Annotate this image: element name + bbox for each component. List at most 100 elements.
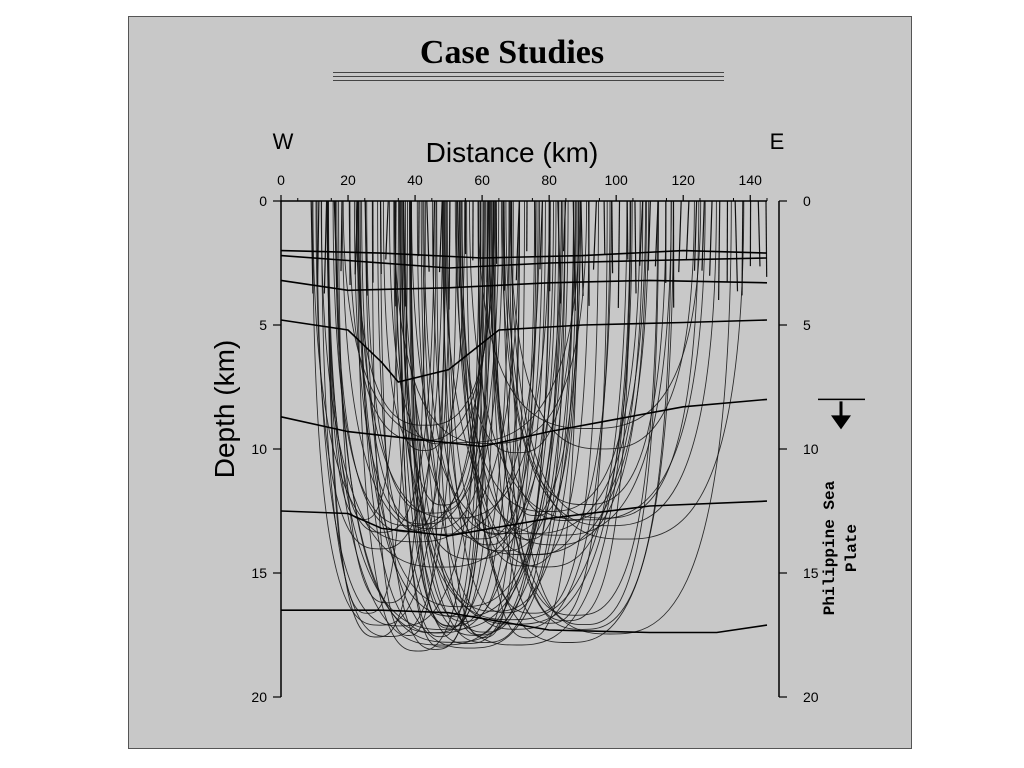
ray-path	[402, 200, 632, 646]
ray-path	[310, 200, 314, 294]
ray-path	[410, 200, 560, 644]
ray-path	[405, 200, 497, 627]
x-tick-label: 0	[277, 172, 285, 188]
velocity-interfaces	[280, 249, 768, 634]
ray-path	[416, 200, 543, 540]
y-tick-label-right: 0	[803, 193, 811, 209]
ray-path	[366, 200, 500, 514]
ray-path	[678, 200, 682, 273]
ray-path	[420, 200, 550, 633]
ray-path	[503, 200, 506, 291]
ray-paths	[310, 200, 768, 652]
ray-path	[741, 200, 744, 296]
ray-path	[765, 200, 768, 277]
ray-path	[445, 200, 566, 614]
ray-path	[493, 200, 672, 630]
ray-path	[685, 200, 690, 260]
ray-path	[422, 200, 611, 630]
interface-line-3	[280, 279, 768, 292]
ray-path	[515, 200, 520, 281]
ray-path	[592, 200, 597, 270]
ray-path	[709, 200, 713, 276]
ray-path	[393, 200, 588, 444]
ray-path	[315, 200, 444, 550]
ray-path	[354, 200, 359, 275]
ray-path	[491, 200, 580, 517]
ray-path	[342, 200, 581, 444]
ray-path	[320, 200, 562, 568]
ray-path	[456, 200, 633, 568]
ray-path	[734, 200, 739, 292]
ray-path	[562, 200, 567, 252]
y-tick-label-right: 5	[803, 317, 811, 333]
ray-path	[438, 200, 443, 273]
y-tick-label-left: 5	[259, 317, 267, 333]
ray-path	[448, 200, 451, 310]
ray-path	[509, 200, 695, 450]
y-tick-label-left: 20	[251, 689, 267, 705]
west-label: W	[273, 129, 294, 154]
ray-path	[323, 200, 328, 294]
ray-path	[469, 200, 706, 521]
title-rule-middle	[333, 76, 724, 77]
ray-path	[379, 200, 382, 275]
plate-label-line: Philippine Sea	[821, 480, 839, 615]
y-tick-label-left: 10	[251, 441, 267, 457]
ray-path	[647, 200, 651, 271]
ray-path	[399, 200, 482, 638]
ray-path	[312, 200, 447, 626]
ray-path	[539, 200, 544, 270]
ray-path	[654, 200, 659, 267]
ray-path	[509, 200, 700, 519]
slide-title: Case Studies	[419, 34, 605, 71]
ray-path	[364, 200, 368, 296]
ray-path	[580, 200, 584, 297]
ray-path	[321, 200, 458, 637]
ray-path	[394, 200, 628, 621]
ray-path	[333, 200, 338, 288]
title-rule-bottom	[333, 80, 724, 81]
x-tick-label: 60	[474, 172, 490, 188]
ray-path	[505, 200, 745, 540]
ray-path	[401, 200, 551, 636]
plate-label-line: Plate	[843, 524, 861, 572]
y-tick-label-right: 20	[803, 689, 819, 705]
ray-path	[357, 200, 480, 652]
y-axis-title: Depth (km)	[209, 340, 240, 478]
ray-path	[353, 200, 495, 525]
interface-line-5	[280, 398, 768, 448]
ray-path	[388, 200, 491, 445]
ray-path	[459, 200, 612, 556]
ray-path	[408, 200, 489, 629]
plate-arrow-head	[831, 415, 851, 430]
plot-axes	[273, 195, 865, 698]
ray-path	[436, 200, 521, 636]
interface-line-2	[280, 254, 768, 269]
ray-path	[327, 200, 426, 638]
y-tick-label-right: 15	[803, 565, 819, 581]
ray-path	[639, 200, 644, 266]
y-tick-label-left: 0	[259, 193, 267, 209]
ray-path	[382, 200, 466, 451]
interface-line-1	[280, 249, 768, 259]
y-tick-label-right: 10	[803, 441, 819, 457]
ray-path	[338, 200, 437, 604]
ray-path	[461, 200, 674, 643]
x-tick-label: 120	[672, 172, 696, 188]
x-tick-label: 40	[407, 172, 423, 188]
ray-path	[336, 200, 539, 634]
ray-path	[557, 200, 562, 304]
ray-path	[316, 200, 320, 287]
x-axis-title: Distance (km)	[426, 137, 599, 168]
east-label: E	[770, 129, 785, 154]
x-tick-label: 80	[541, 172, 557, 188]
y-tick-label-left: 15	[251, 565, 267, 581]
ray-path	[385, 200, 389, 260]
ray-path	[446, 200, 546, 535]
ray-path	[603, 200, 606, 255]
x-tick-label: 100	[604, 172, 628, 188]
x-tick-label: 140	[739, 172, 763, 188]
interface-line-4	[280, 319, 768, 383]
ray-path	[312, 200, 520, 543]
